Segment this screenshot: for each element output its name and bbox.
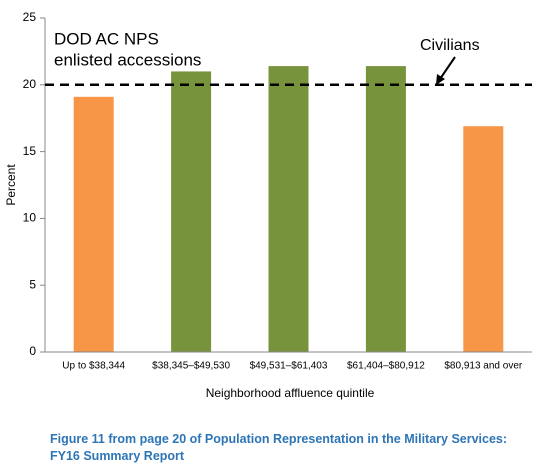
x-tick-label: $61,404–$80,912	[347, 361, 425, 372]
x-axis-label: Neighborhood affluence quintile	[206, 386, 375, 400]
annotation: enlisted accessions	[54, 50, 201, 69]
x-tick-label: $49,531–$61,403	[250, 361, 328, 372]
chart: Percent Neighborhood affluence quintile …	[4, 10, 532, 400]
bar	[463, 126, 504, 352]
bar	[73, 96, 114, 352]
x-tick-label: Up to $38,344	[62, 361, 125, 372]
reference-label: Civilians	[420, 37, 480, 54]
y-axis-label: Percent	[4, 164, 18, 206]
y-tick-label: 5	[29, 277, 36, 291]
y-tick-label: 0	[29, 344, 36, 358]
y-tick-label: 15	[23, 144, 37, 158]
bar	[171, 71, 212, 352]
caption: Figure 11 from page 20 of Population Rep…	[50, 432, 508, 446]
arrow-head	[436, 74, 445, 85]
y-tick-label: 25	[23, 10, 37, 24]
caption: FY16 Summary Report	[50, 449, 185, 463]
bar	[365, 66, 406, 352]
x-tick-label: $80,913 and over	[444, 361, 523, 372]
arrow	[439, 56, 456, 80]
annotation: DOD AC NPS	[54, 29, 159, 48]
y-tick-label: 10	[23, 211, 37, 225]
x-tick-label: $38,345–$49,530	[152, 361, 230, 372]
y-tick-label: 20	[23, 77, 37, 91]
bar	[268, 66, 309, 352]
